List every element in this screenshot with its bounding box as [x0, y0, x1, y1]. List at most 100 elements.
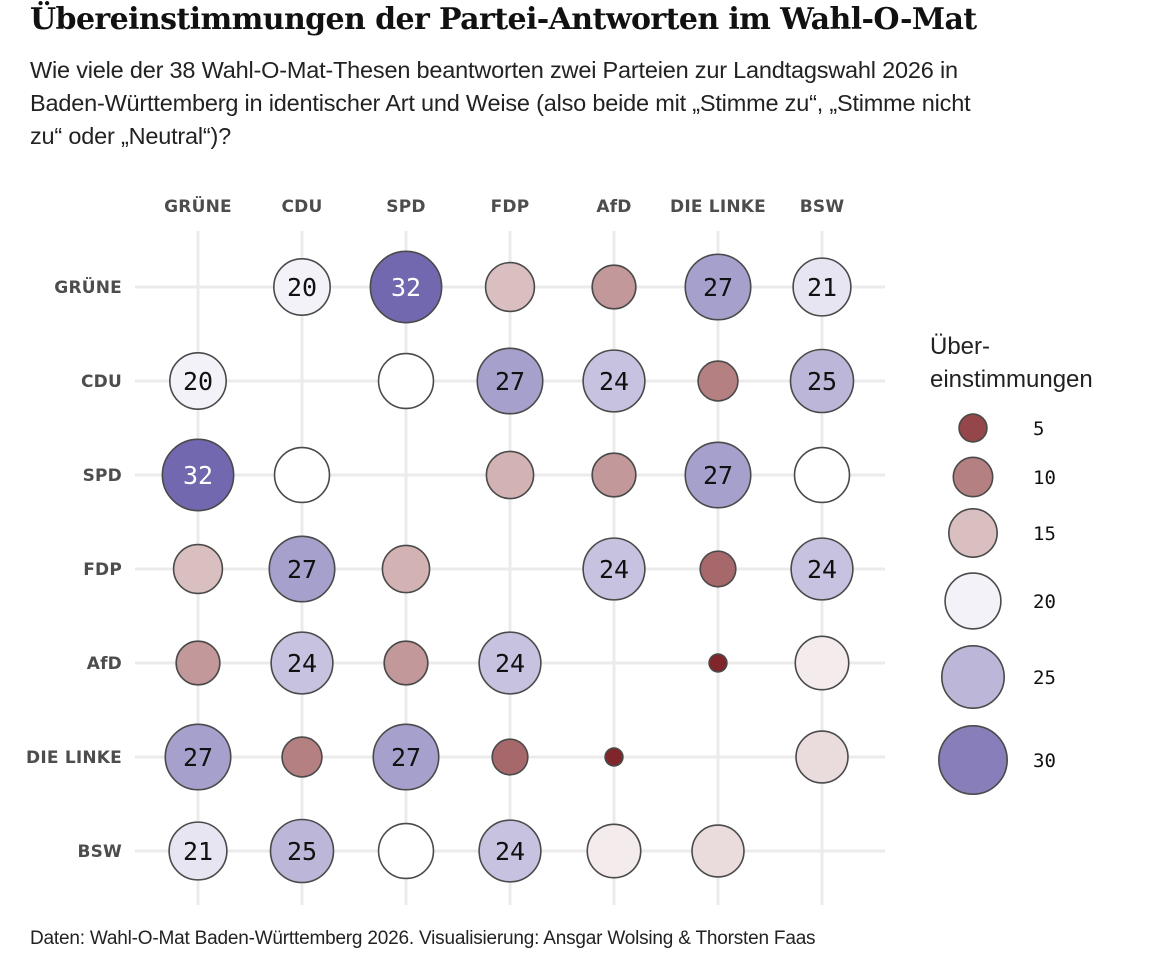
bubble-value-label: 24 [495, 837, 525, 866]
bubble-circle [790, 537, 854, 601]
bubble-value-label: 20 [287, 273, 317, 302]
bubble: 32 [369, 250, 443, 324]
legend-item: 30 [938, 725, 1056, 795]
bubble: 27 [476, 347, 544, 415]
bubble-circle [708, 653, 728, 673]
bubble: 32 [161, 438, 235, 512]
row-label: CDU [81, 372, 122, 392]
row-label: FDP [83, 560, 122, 580]
bubble: 21 [168, 821, 228, 881]
bubble [377, 352, 435, 410]
legend-item: 25 [941, 645, 1056, 709]
chart-title: Übereinstimmungen der Partei-Antworten i… [30, 2, 977, 37]
bubble: 25 [269, 818, 335, 884]
bubble: 24 [582, 537, 646, 601]
bubble-circle [591, 452, 637, 498]
bubbles: 20 32 27 21 20 27 24 25 32 27 27 24 24 24 24 27 27 21 25 24 [161, 250, 855, 884]
bubble [591, 264, 637, 310]
bubble [793, 446, 851, 504]
size-legend: Über-einstimmungen 5 10 15 20 25 30 [930, 333, 1093, 795]
bubble-circle [168, 821, 228, 881]
bubble-value-label: 27 [495, 367, 525, 396]
bubble-circle [478, 819, 542, 883]
bubble-circle [699, 550, 737, 588]
bubble [591, 452, 637, 498]
bubble-circle [164, 723, 232, 791]
bubble-value-label: 27 [183, 743, 213, 772]
bubble-circle [281, 736, 323, 778]
bubble [484, 261, 536, 313]
bubble-value-label: 27 [391, 743, 421, 772]
bubble-value-label: 21 [183, 837, 213, 866]
bubble [281, 736, 323, 778]
legend-circle [941, 645, 1005, 709]
legend-value: 5 [1033, 418, 1044, 440]
legend-circle [952, 456, 994, 498]
legend-title: Über- [930, 333, 990, 360]
bubble: 20 [273, 258, 331, 316]
bubble-value-label: 20 [183, 367, 213, 396]
bubble [273, 446, 331, 504]
bubble-circle [793, 446, 851, 504]
bubble [491, 738, 529, 776]
bubble-circle [485, 450, 535, 500]
column-label: GRÜNE [164, 195, 232, 217]
bubble-circle [484, 261, 536, 313]
bubble-circle [591, 264, 637, 310]
legend-value: 30 [1033, 750, 1056, 772]
legend-value: 20 [1033, 591, 1056, 613]
bubble-circle [789, 348, 855, 414]
bubble: 27 [684, 253, 752, 321]
bubble: 24 [270, 631, 334, 695]
bubble [381, 544, 431, 594]
bubble-circle [172, 543, 224, 595]
row-label: AfD [87, 654, 122, 674]
legend-value: 25 [1033, 667, 1056, 689]
bubble [172, 543, 224, 595]
bubble: 24 [790, 537, 854, 601]
bubble: 24 [582, 349, 646, 413]
bubble: 27 [684, 441, 752, 509]
bubble: 25 [789, 348, 855, 414]
legend-circle [944, 572, 1002, 630]
bubble: 27 [164, 723, 232, 791]
bubble-circle [792, 257, 852, 317]
bubble: 21 [792, 257, 852, 317]
column-label: AfD [596, 197, 631, 217]
legend-item: 20 [944, 572, 1056, 630]
bubble-circle [476, 347, 544, 415]
column-label: FDP [491, 197, 530, 217]
bubble-value-label: 24 [599, 555, 629, 584]
bubble: 27 [372, 723, 440, 791]
bubble-circle [794, 635, 850, 691]
bubble-value-label: 21 [807, 273, 837, 302]
bubble-circle [586, 823, 642, 879]
bubble-value-label: 24 [495, 649, 525, 678]
bubble [699, 550, 737, 588]
bubble-value-label: 25 [807, 367, 837, 396]
bubble-circle [604, 747, 624, 767]
bubble-circle [377, 822, 435, 880]
bubble-circle [478, 631, 542, 695]
bubble-circle [491, 738, 529, 776]
bubble-circle [383, 640, 429, 686]
bubble-value-label: 32 [391, 273, 421, 302]
legend-value: 15 [1033, 523, 1056, 545]
bubble-circle [377, 352, 435, 410]
bubble [794, 635, 850, 691]
bubble-value-label: 25 [287, 837, 317, 866]
bubble-value-label: 27 [287, 555, 317, 584]
bubble-value-label: 24 [807, 555, 837, 584]
row-label: GRÜNE [54, 276, 122, 298]
column-labels: GRÜNE CDU SPD FDP AfD DIE LINKE BSW [164, 195, 844, 217]
bubble [691, 824, 745, 878]
bubble-circle [268, 535, 336, 603]
column-label: BSW [800, 197, 845, 217]
row-label: SPD [83, 466, 122, 486]
bubble-circle [697, 360, 739, 402]
row-labels: GRÜNE CDU SPD FDP AfD DIE LINKE BSW [26, 276, 122, 862]
row-label: DIE LINKE [26, 748, 122, 768]
legend-circle [958, 413, 988, 443]
bubble-circle [582, 537, 646, 601]
